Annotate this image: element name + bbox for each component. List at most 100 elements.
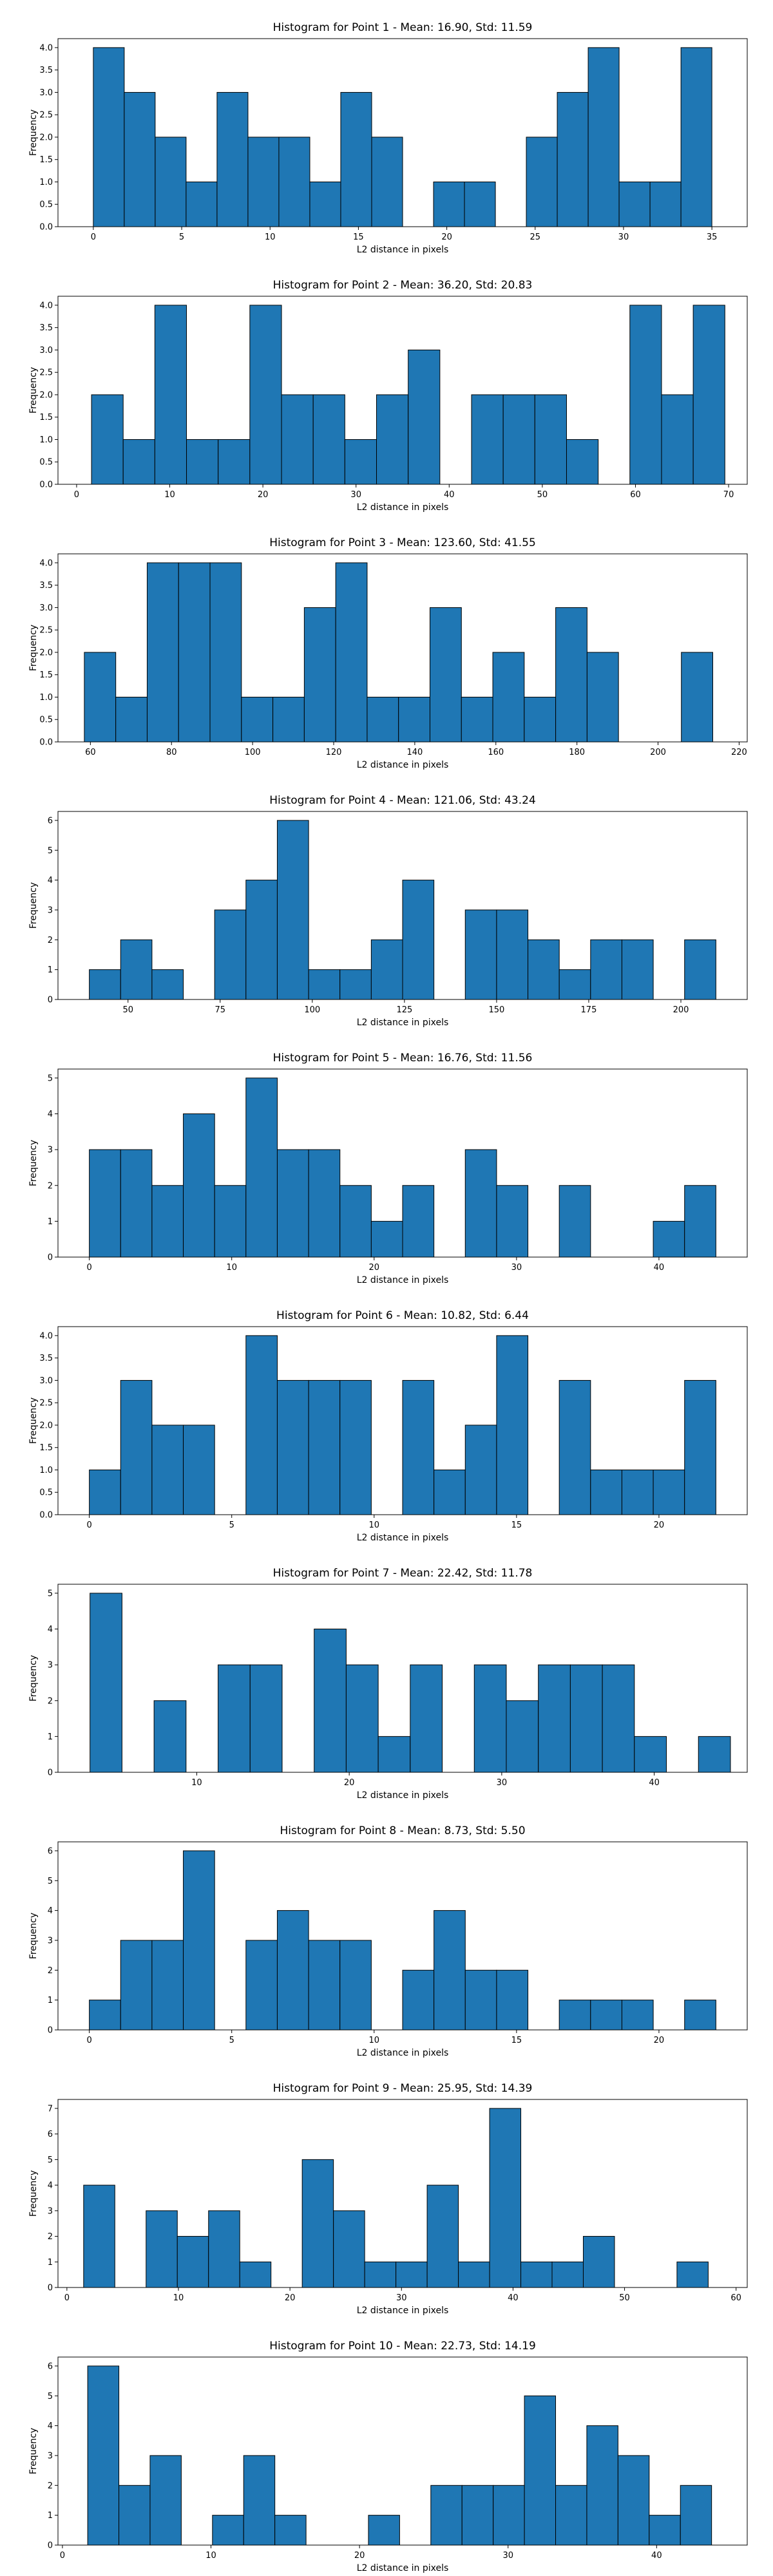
x-tick-label: 150 <box>488 1005 504 1015</box>
histogram-bar <box>396 2261 428 2288</box>
histogram-bar <box>120 1149 153 1258</box>
histogram-bar <box>339 1379 372 1515</box>
histogram-bar <box>684 939 716 1000</box>
y-tick-label: 5 <box>48 846 53 856</box>
y-tick-label: 0.0 <box>39 480 53 490</box>
x-tick-label: 5 <box>229 2036 234 2045</box>
y-axis-label: Frequency <box>28 2428 39 2474</box>
x-tick-label: 10 <box>226 1263 237 1273</box>
histogram-bar <box>209 562 242 743</box>
x-tick-label: 5 <box>179 232 184 242</box>
histogram-bar <box>243 2455 276 2546</box>
y-tick-label: 4.0 <box>39 301 53 310</box>
histogram-bar <box>146 562 179 743</box>
histogram-bar <box>680 2485 712 2546</box>
histogram-bar <box>249 1664 283 1773</box>
histogram-bar <box>216 91 249 227</box>
x-tick-label: 50 <box>122 1005 133 1015</box>
x-tick-label: 0 <box>74 490 79 500</box>
y-axis-label: Frequency <box>28 1397 39 1444</box>
histogram-bar <box>434 1469 466 1515</box>
histogram-bar <box>464 1969 497 2031</box>
x-tick-label: 0 <box>86 2036 91 2045</box>
histogram-bar <box>496 1185 529 1258</box>
y-tick-label: 2.5 <box>39 368 53 378</box>
y-tick-label: 1 <box>48 2258 53 2268</box>
y-tick-label: 2.5 <box>39 111 53 120</box>
y-tick-label: 2 <box>48 2232 53 2242</box>
histogram-bar <box>526 137 558 227</box>
histogram-bar <box>239 2261 272 2288</box>
y-axis-label: Frequency <box>28 2170 39 2217</box>
x-tick-label: 15 <box>353 232 364 242</box>
histogram-panel-9: Histogram for Point 9 - Mean: 25.95, Std… <box>28 2082 748 2316</box>
histogram-bar <box>649 181 682 227</box>
x-axis-label: L2 distance in pixels <box>357 502 449 513</box>
histogram-bar <box>90 1593 122 1773</box>
x-axis-label: L2 distance in pixels <box>357 1790 449 1801</box>
histogram-bar <box>649 2515 681 2546</box>
x-tick-label: 60 <box>85 748 96 757</box>
histogram-bar <box>586 652 619 743</box>
y-axis-label: Frequency <box>28 625 39 671</box>
histogram-bar <box>115 696 148 743</box>
histogram-bar <box>464 909 497 1000</box>
plot-frame <box>57 2356 748 2546</box>
plot-frame <box>57 1326 748 1515</box>
y-tick-label: 2.0 <box>39 1421 53 1430</box>
histogram-bar <box>434 1910 466 2031</box>
histogram-bar <box>340 91 372 227</box>
y-tick-label: 2 <box>48 2481 53 2491</box>
x-tick-label: 5 <box>229 1520 234 1530</box>
y-tick-label: 4 <box>48 1906 53 1916</box>
histogram-bar <box>430 2485 463 2546</box>
x-axis-label: L2 distance in pixels <box>357 2048 449 2058</box>
histogram-bar <box>426 2184 459 2288</box>
histogram-bar <box>461 696 493 743</box>
histogram-bar <box>551 2261 584 2288</box>
x-tick-label: 40 <box>651 2551 662 2561</box>
histogram-bar <box>186 439 219 485</box>
y-tick-label: 0.0 <box>39 1511 53 1520</box>
histogram-bar <box>621 939 654 1000</box>
histogram-bar <box>367 696 399 743</box>
y-tick-label: 0 <box>48 2541 53 2551</box>
histogram-bar <box>402 1379 435 1515</box>
x-tick-label: 160 <box>488 748 504 757</box>
x-tick-label: 20 <box>344 1778 355 1788</box>
x-tick-label: 20 <box>285 2293 296 2303</box>
x-tick-label: 10 <box>173 2293 184 2303</box>
histogram-bar <box>151 1940 184 2031</box>
histogram-bar <box>433 181 465 227</box>
y-tick-label: 5 <box>48 1589 53 1598</box>
histogram-bar <box>151 1425 184 1515</box>
y-tick-label: 7 <box>48 2104 53 2114</box>
histogram-panel-6: Histogram for Point 6 - Mean: 10.82, Std… <box>28 1309 748 1543</box>
x-tick-label: 30 <box>502 2551 513 2561</box>
y-tick-label: 3.0 <box>39 1376 53 1386</box>
plot-frame <box>57 296 748 485</box>
y-axis-label: Frequency <box>28 367 39 413</box>
y-tick-label: 5 <box>48 2155 53 2165</box>
histogram-bar <box>528 939 560 1000</box>
histogram-bar <box>464 1149 497 1258</box>
histogram-bar <box>93 47 125 227</box>
histogram-bar <box>83 2184 115 2288</box>
y-tick-label: 0 <box>48 2284 53 2293</box>
y-tick-label: 0 <box>48 996 53 1005</box>
histogram-bar <box>177 2236 209 2288</box>
histogram-bar <box>120 939 153 1000</box>
y-tick-label: 4.0 <box>39 1331 53 1341</box>
histogram-bar <box>586 2425 618 2546</box>
histogram-bar <box>245 1077 278 1258</box>
x-tick-label: 125 <box>396 1005 412 1015</box>
histogram-bar <box>587 47 620 227</box>
plot-frame <box>57 1068 748 1258</box>
y-tick-label: 1.5 <box>39 1443 53 1453</box>
histogram-bar <box>538 1664 571 1773</box>
histogram-bar <box>590 1469 622 1515</box>
histogram-bar <box>410 1664 443 1773</box>
y-tick-label: 3 <box>48 1661 53 1671</box>
y-tick-label: 6 <box>48 2362 53 2371</box>
x-tick-label: 35 <box>707 232 718 242</box>
